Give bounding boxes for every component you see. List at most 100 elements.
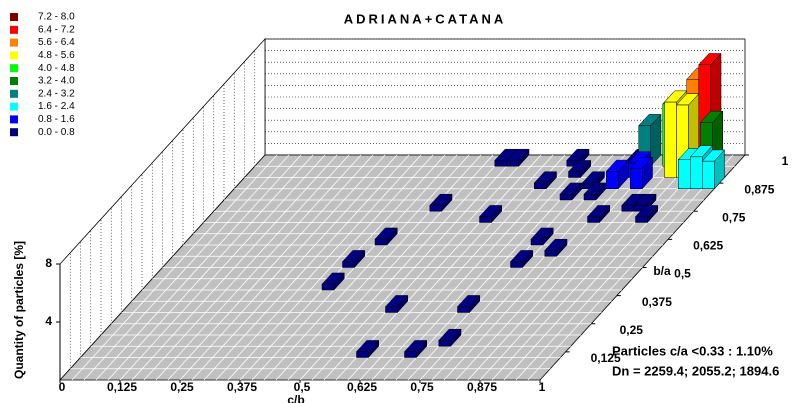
- bar-side-shade: [599, 205, 610, 223]
- bar: [634, 204, 659, 224]
- legend-swatch: [10, 102, 18, 111]
- bar: [456, 294, 481, 314]
- bar-front: [534, 182, 547, 189]
- bar-front: [494, 160, 507, 167]
- bar-side-shade: [572, 182, 583, 200]
- x-tick-label: 0,5: [294, 380, 311, 394]
- bar-side-shade: [618, 160, 629, 189]
- bar-side-shade: [642, 157, 653, 189]
- bar-side-shade: [334, 272, 345, 290]
- bar-side-shade: [518, 149, 529, 167]
- bar-front: [664, 101, 677, 178]
- legend-swatch: [10, 115, 18, 124]
- bar-front: [702, 160, 715, 189]
- bar-side-shade: [387, 227, 398, 245]
- x-tick-label: 0: [59, 380, 66, 394]
- legend-swatch: [10, 77, 18, 85]
- bar-front: [630, 168, 643, 189]
- bar-side-shade: [354, 250, 365, 268]
- bar: [438, 328, 462, 347]
- bar: [605, 159, 630, 190]
- bar: [629, 156, 654, 190]
- legend-swatch: [10, 13, 18, 21]
- bar: [583, 182, 607, 201]
- bar-front: [342, 261, 355, 268]
- x-tick-label: 0,375: [227, 380, 257, 394]
- legend-label: 6.4 - 7.2: [38, 24, 75, 35]
- legend-swatch: [10, 89, 18, 98]
- x-tick-label: 0,125: [107, 380, 137, 394]
- bar: [374, 227, 398, 246]
- bar-front: [530, 238, 544, 246]
- legend-label: 0.8 - 1.6: [38, 114, 75, 125]
- legend-label: 4.8 - 5.6: [38, 50, 75, 61]
- y-tick-label: 0,375: [642, 295, 672, 309]
- bar-front: [568, 171, 581, 178]
- bar: [355, 339, 380, 359]
- bar-front: [506, 160, 519, 167]
- bar: [341, 249, 366, 269]
- y-tick-label: 0,5: [674, 267, 691, 281]
- bar-front: [457, 306, 470, 313]
- x-tick-label: 0,625: [347, 380, 377, 394]
- bar-side-shade: [596, 182, 607, 200]
- legend-label: 1.6 - 2.4: [38, 101, 75, 112]
- bar: [586, 204, 611, 224]
- bar: [478, 204, 503, 224]
- legend-label: 5.6 - 6.4: [38, 37, 75, 48]
- bar-front: [404, 351, 417, 358]
- bar: [544, 238, 568, 257]
- y-tick-label: 0,25: [620, 323, 644, 337]
- bar-side-shade: [368, 340, 379, 358]
- bar: [509, 249, 534, 269]
- legend-label: 3.2 - 4.0: [38, 76, 75, 87]
- bar-front: [587, 216, 600, 223]
- bar-side-shade: [546, 171, 557, 189]
- bar-front: [559, 193, 573, 201]
- annotation: Dn = 2259.4; 2055.2; 1894.6: [612, 363, 779, 378]
- bar-front: [635, 216, 648, 223]
- bar-front: [356, 351, 369, 358]
- bar: [384, 294, 409, 314]
- bar-side-shade: [522, 250, 533, 268]
- y-tick-label: 0,875: [744, 182, 774, 196]
- bar-front: [690, 156, 703, 190]
- bar: [533, 171, 558, 190]
- bar-front: [621, 205, 634, 212]
- bar-front: [678, 159, 691, 189]
- bar-front: [583, 193, 597, 201]
- bar-front: [374, 238, 388, 246]
- y-tick-label: 1: [782, 154, 789, 168]
- legend-label: 0.0 - 0.8: [38, 127, 75, 138]
- bar: [559, 182, 583, 201]
- z-axis-label: Quantity of particles [%]: [12, 241, 26, 379]
- legend-swatch: [10, 64, 18, 73]
- bar-front: [606, 171, 619, 190]
- bar-side-shade: [491, 205, 502, 223]
- legend-swatch: [10, 38, 18, 47]
- legend-swatch: [10, 128, 18, 137]
- bar-side-shade: [543, 227, 554, 245]
- bar: [321, 272, 345, 291]
- x-tick-label: 0,25: [170, 380, 194, 394]
- x-tick-label: 1: [539, 380, 546, 394]
- bar-front: [510, 261, 523, 268]
- y-tick-label: 0,125: [591, 351, 621, 365]
- bar: [506, 148, 530, 167]
- bar: [567, 159, 592, 179]
- bar: [429, 193, 453, 212]
- y-tick-label: 0,75: [722, 210, 746, 224]
- annotation: Particles c/a <0.33 : 1.10%: [612, 343, 773, 358]
- bar: [530, 227, 554, 246]
- y-tick-label: 0,625: [693, 239, 723, 253]
- bar-front: [385, 306, 398, 313]
- bar-side-shade: [416, 340, 427, 358]
- legend-swatch: [10, 25, 18, 34]
- bar-side-shade: [450, 329, 461, 347]
- bar: [403, 339, 428, 359]
- bar-side-shade: [650, 114, 661, 167]
- y-axis-label: b/a: [653, 264, 671, 278]
- z-tick-label: 4: [45, 314, 52, 328]
- bar-side-shade: [647, 205, 658, 223]
